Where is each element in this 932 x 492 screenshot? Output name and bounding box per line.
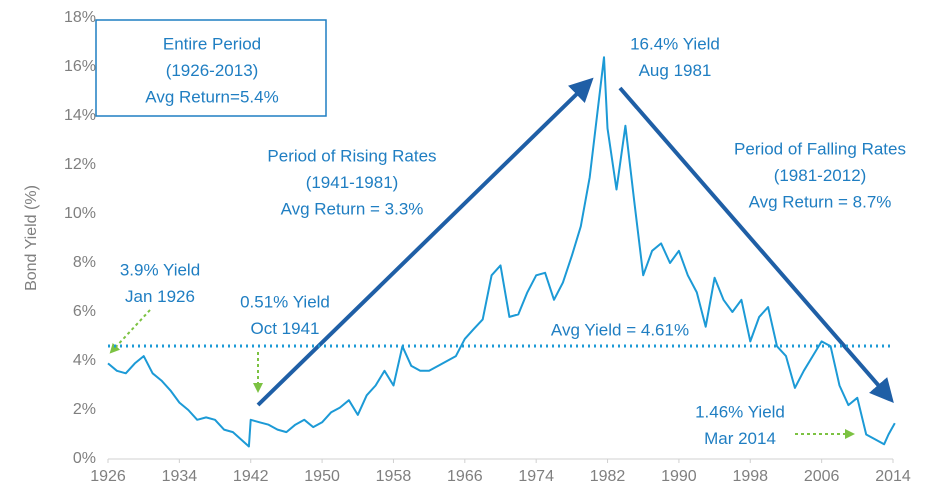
y-tick-label: 4% bbox=[73, 352, 96, 369]
yield-line bbox=[107, 56, 896, 448]
annotation: Period of Falling Rates bbox=[734, 139, 906, 158]
y-tick-label: 8% bbox=[73, 254, 96, 271]
y-tick-label: 0% bbox=[73, 450, 96, 467]
x-tick-label: 1950 bbox=[304, 468, 340, 485]
x-tick-label: 1998 bbox=[732, 468, 768, 485]
annotation: Entire Period bbox=[163, 34, 261, 53]
annotation: 0.51% Yield bbox=[240, 292, 330, 311]
annotation: 1.46% Yield bbox=[695, 402, 785, 421]
y-tick-label: 6% bbox=[73, 303, 96, 320]
x-tick-label: 1958 bbox=[376, 468, 412, 485]
y-axis-title: Bond Yield (%) bbox=[23, 185, 40, 291]
annotation: 16.4% Yield bbox=[630, 34, 720, 53]
x-tick-label: 1974 bbox=[518, 468, 554, 485]
annotation: (1981-2012) bbox=[774, 166, 867, 185]
rising-arrow bbox=[256, 77, 594, 407]
annotation-box bbox=[95, 19, 327, 117]
y-tick-label: 10% bbox=[64, 205, 96, 222]
annotation: Mar 2014 bbox=[704, 429, 776, 448]
y-tick-label: 14% bbox=[64, 107, 96, 124]
falling-arrow bbox=[618, 86, 894, 404]
y-tick-label: 12% bbox=[64, 156, 96, 173]
x-tick-label: 1990 bbox=[661, 468, 697, 485]
annotation: Avg Return = 8.7% bbox=[749, 192, 892, 211]
avg-yield-label: Avg Yield = 4.61% bbox=[551, 320, 689, 339]
y-tick-label: 16% bbox=[64, 58, 96, 75]
annotation: Jan 1926 bbox=[125, 287, 195, 306]
annotation: Avg Return=5.4% bbox=[145, 87, 278, 106]
annotation: Period of Rising Rates bbox=[267, 146, 436, 165]
y-tick-label: 2% bbox=[73, 401, 96, 418]
y-tick-label: 18% bbox=[64, 9, 96, 26]
annotation: Oct 1941 bbox=[251, 319, 320, 338]
x-tick-label: 1942 bbox=[233, 468, 269, 485]
pointer-arrow bbox=[109, 309, 151, 354]
x-tick-label: 2006 bbox=[804, 468, 840, 485]
x-tick-label: 1966 bbox=[447, 468, 483, 485]
annotation: 3.9% Yield bbox=[120, 260, 200, 279]
x-tick-label: 1926 bbox=[90, 468, 126, 485]
annotation: (1941-1981) bbox=[306, 173, 399, 192]
annotation: Aug 1981 bbox=[639, 61, 712, 80]
x-tick-label: 1982 bbox=[590, 468, 626, 485]
annotation: (1926-2013) bbox=[166, 61, 259, 80]
x-tick-label: 2014 bbox=[875, 468, 911, 485]
x-tick-label: 1934 bbox=[162, 468, 198, 485]
annotation: Avg Return = 3.3% bbox=[281, 199, 424, 218]
